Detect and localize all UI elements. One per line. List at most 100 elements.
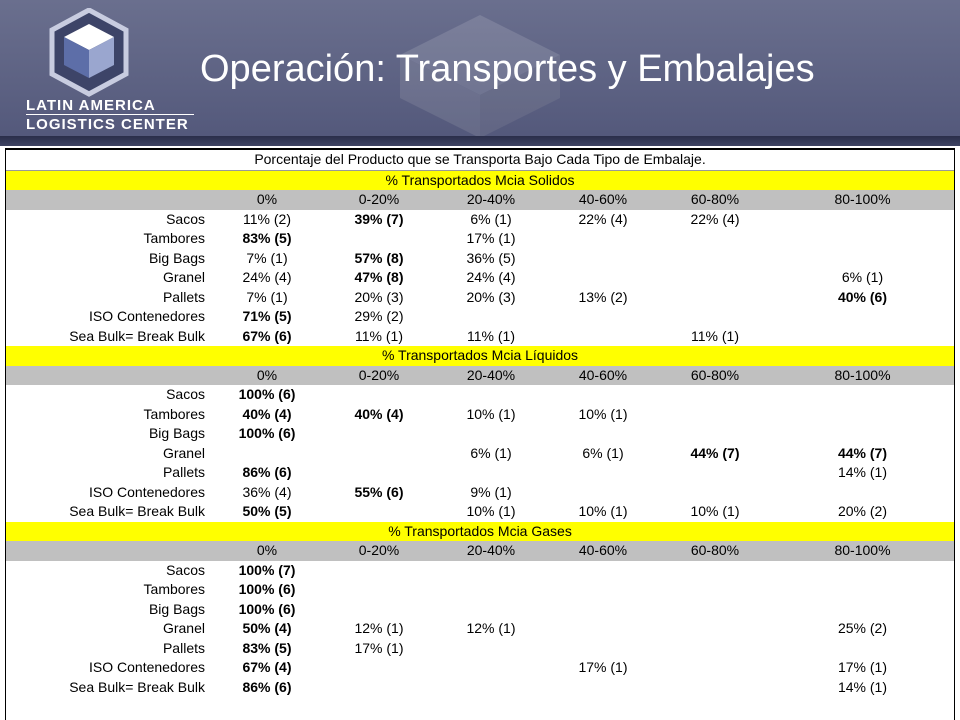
- table-cell: [771, 210, 954, 230]
- column-header: 80-100%: [771, 365, 955, 385]
- table-row: Tambores 83% (5) 17% (1): [6, 229, 954, 249]
- table-cell: [435, 678, 547, 698]
- column-header: 60-80%: [659, 190, 771, 210]
- table-title: Porcentaje del Producto que se Transport…: [6, 148, 955, 171]
- table-cell: 29% (2): [354, 308, 404, 324]
- company-logo: LATIN AMERICA LOGISTICS CENTER: [14, 8, 194, 133]
- table-cell: [435, 385, 547, 405]
- row-label: Sea Bulk= Break Bulk: [69, 327, 205, 344]
- table-cell: [771, 385, 954, 405]
- table-cell: 24% (4): [242, 269, 292, 285]
- table-cell: [771, 249, 954, 269]
- table-cell: 9% (1): [470, 483, 512, 500]
- table-cell: 36% (5): [466, 249, 516, 266]
- table-row: Pallets 7% (1) 20% (3) 20% (3) 13% (2) 40% (6…: [6, 288, 954, 308]
- row-label: ISO Contenedores: [89, 308, 205, 324]
- table-cell: [435, 658, 547, 678]
- row-label: Granel: [162, 620, 205, 636]
- table-cell: 12% (1): [354, 620, 404, 636]
- row-label: Tambores: [143, 405, 205, 422]
- row-label: Sea Bulk= Break Bulk: [69, 503, 205, 519]
- table-cell: 6% (1): [470, 444, 512, 461]
- table-cell: [659, 268, 771, 288]
- table-cell: 100% (6): [238, 600, 296, 617]
- table-cell: [547, 327, 659, 347]
- table-cell: 44% (7): [690, 444, 740, 461]
- table-cell: [323, 658, 435, 678]
- logo-text-line2: LOGISTICS CENTER: [26, 116, 189, 133]
- table-cell: [323, 444, 435, 464]
- table-cell: [771, 561, 954, 581]
- table-cell: 11% (1): [355, 327, 403, 344]
- table-cell: 10% (1): [466, 405, 516, 422]
- table-cell: [323, 502, 435, 522]
- table-cell: 86% (6): [242, 464, 292, 480]
- table-cell: [323, 600, 435, 620]
- table-cell: [323, 385, 435, 405]
- table-row: Sea Bulk= Break Bulk 86% (6) 14% (1): [6, 678, 954, 698]
- row-label: Pallets: [162, 288, 205, 305]
- background-cube-watermark: [400, 15, 560, 138]
- table-row: Sea Bulk= Break Bulk 67% (6) 11% (1) 11% (1…: [6, 327, 954, 347]
- row-label: Tambores: [143, 581, 205, 597]
- column-header: 0%: [211, 365, 323, 385]
- table-row: ISO Contenedores 67% (4) 17% (1) 17% (1): [6, 658, 954, 678]
- table-cell: [547, 580, 659, 600]
- table-cell: [659, 288, 771, 308]
- table-cell: [659, 385, 771, 405]
- table-cell: 17% (1): [837, 659, 888, 675]
- table-cell: [659, 639, 771, 659]
- column-header: 20-40%: [435, 365, 547, 385]
- table-cell: 10% (1): [578, 405, 628, 422]
- row-label: Tambores: [143, 230, 205, 246]
- column-header: 40-60%: [547, 541, 659, 561]
- table-cell: [547, 463, 659, 483]
- column-header: 60-80%: [659, 541, 771, 561]
- table-cell: 14% (1): [837, 678, 888, 695]
- page-title: Operación: Transportes y Embalajes: [200, 48, 815, 90]
- table-cell: 12% (1): [466, 620, 516, 636]
- table-cell: [547, 307, 659, 327]
- table-row: Pallets 86% (6) 14% (1): [6, 463, 954, 483]
- table-cell: [547, 639, 659, 659]
- table-row: Sea Bulk= Break Bulk 50% (5) 10% (1) 10% (1…: [6, 502, 954, 522]
- table-cell: 100% (6): [238, 425, 296, 441]
- table-cell: 20% (2): [837, 503, 888, 519]
- table-row: Granel 6% (1) 6% (1) 44% (7) 44% (7): [6, 444, 954, 464]
- table-cell: 7% (1): [246, 249, 288, 266]
- table-cell: [659, 463, 771, 483]
- table-cell: [659, 307, 771, 327]
- table-cell: 47% (8): [354, 269, 404, 285]
- table-row: Granel 50% (4) 12% (1) 12% (1) 25% (2): [6, 619, 954, 639]
- table-cell: 17% (1): [466, 230, 516, 246]
- section-title: % Transportados Mcia Gases: [6, 521, 955, 541]
- table-cell: 83% (5): [242, 230, 292, 246]
- section-title-row: % Transportados Mcia Líquidos: [6, 346, 955, 366]
- table-cell: 67% (4): [242, 659, 292, 675]
- table-cell: 25% (2): [837, 620, 888, 636]
- table-row: Pallets 83% (5) 17% (1): [6, 639, 954, 659]
- table-cell: 6% (1): [582, 444, 624, 461]
- table-cell: 24% (4): [466, 269, 516, 285]
- table-cell: [771, 405, 954, 425]
- table-cell: 100% (6): [238, 386, 296, 402]
- table-cell: 100% (6): [238, 581, 296, 597]
- table-cell: [435, 463, 547, 483]
- column-header: 80-100%: [771, 190, 955, 210]
- table-cell: 86% (6): [242, 678, 292, 695]
- table-cell: [323, 561, 435, 581]
- column-header-empty: [6, 541, 211, 561]
- table-cell: 7% (1): [246, 288, 288, 305]
- row-label: ISO Contenedores: [89, 659, 205, 675]
- table-row: Sacos 100% (6): [6, 385, 954, 405]
- table-cell: 11% (2): [243, 210, 291, 227]
- table-row: Granel 24% (4) 47% (8) 24% (4) 6% (1): [6, 268, 954, 288]
- table-row: Big Bags 7% (1) 57% (8) 36% (5): [6, 249, 954, 269]
- table-cell: [659, 561, 771, 581]
- column-header-row: 0% 0-20% 20-40% 40-60% 60-80% 80-100%: [6, 541, 955, 561]
- column-header-empty: [6, 190, 211, 210]
- table-cell: [659, 405, 771, 425]
- table-body: Porcentaje del Producto que se Transport…: [6, 148, 955, 698]
- table-cell: 22% (4): [578, 210, 628, 227]
- slide-header: LATIN AMERICA LOGISTICS CENTER Operación…: [0, 0, 960, 146]
